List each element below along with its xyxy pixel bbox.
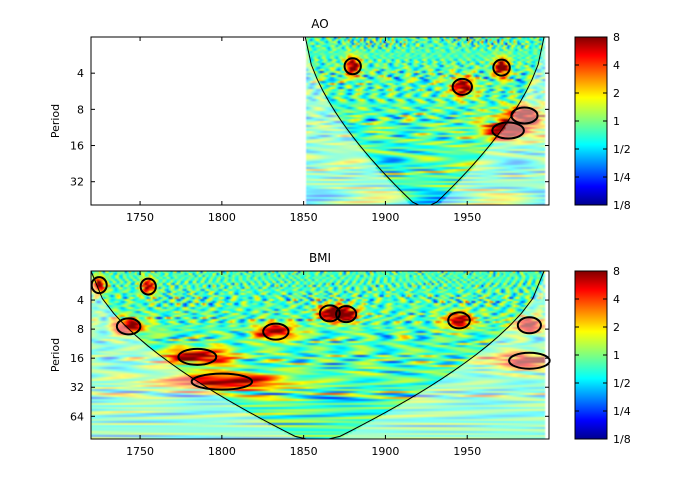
x-tick-label: 1900 bbox=[371, 445, 399, 458]
y-tick-label: 32 bbox=[70, 381, 84, 394]
chart-title: AO bbox=[311, 17, 328, 31]
significance-contour bbox=[516, 316, 542, 335]
y-axis-label: Period bbox=[49, 104, 62, 138]
x-tick-label: 1950 bbox=[453, 445, 481, 458]
significance-contour bbox=[90, 276, 108, 295]
bmi-panel: 1750 1800 1850 1900 1950 4 8 16 32 64 Period BMI 8 4 2… bbox=[49, 251, 631, 458]
colorbar-label: 4 bbox=[613, 293, 620, 306]
colorbar-label: 1 bbox=[613, 115, 620, 128]
colorbar-label: 8 bbox=[613, 265, 620, 278]
y-tick-label: 16 bbox=[70, 352, 84, 365]
significance-contour bbox=[343, 57, 362, 76]
y-tick-label: 4 bbox=[77, 294, 84, 307]
significance-contour bbox=[115, 317, 142, 336]
y-tick-label: 32 bbox=[70, 176, 84, 189]
colorbar-label: 1/2 bbox=[613, 377, 631, 390]
significance-contour bbox=[447, 311, 471, 330]
significance-contour bbox=[190, 372, 254, 391]
chart-title: BMI bbox=[309, 251, 331, 265]
significance-contour bbox=[508, 351, 551, 370]
x-tick-label: 1750 bbox=[126, 211, 154, 224]
x-tick-label: 1800 bbox=[208, 211, 236, 224]
colorbar-label: 1/2 bbox=[613, 143, 631, 156]
colorbar-label: 1/8 bbox=[613, 433, 631, 446]
x-tick-label: 1750 bbox=[126, 445, 154, 458]
colorbar-label: 2 bbox=[613, 321, 620, 334]
y-tick-label: 4 bbox=[77, 67, 84, 80]
y-axis-label: Period bbox=[49, 338, 62, 372]
y-tick-label: 16 bbox=[70, 140, 84, 153]
significance-contour bbox=[491, 121, 525, 140]
plot-frame bbox=[90, 270, 550, 440]
ao-panel: 1750 1800 1850 1900 1950 4 8 16 32 Period AO 8 4 2 1 1/… bbox=[49, 17, 631, 224]
x-tick-label: 1950 bbox=[453, 211, 481, 224]
x-tick-label: 1850 bbox=[290, 211, 318, 224]
colorbar-label: 8 bbox=[613, 31, 620, 44]
colorbar-label: 1 bbox=[613, 349, 620, 362]
colorbar bbox=[574, 36, 608, 206]
significance-contour bbox=[318, 304, 341, 323]
significance-contour bbox=[177, 347, 218, 366]
significance-contour bbox=[492, 58, 511, 77]
significance-contour bbox=[262, 322, 290, 341]
wavelet-power-heatmap bbox=[91, 37, 549, 205]
colorbar-label: 2 bbox=[613, 87, 620, 100]
colorbar-label: 4 bbox=[613, 59, 620, 72]
plot-frame bbox=[90, 36, 550, 206]
colorbar bbox=[574, 270, 608, 440]
x-tick-label: 1800 bbox=[208, 445, 236, 458]
significance-contour bbox=[451, 77, 473, 96]
colorbar-label: 1/4 bbox=[613, 405, 631, 418]
x-tick-label: 1900 bbox=[371, 211, 399, 224]
wavelet-power-heatmap bbox=[91, 271, 549, 439]
colorbar-label: 1/4 bbox=[613, 171, 631, 184]
y-tick-label: 64 bbox=[70, 410, 84, 423]
y-tick-label: 8 bbox=[77, 103, 84, 116]
x-tick-label: 1850 bbox=[290, 445, 318, 458]
colorbar-label: 1/8 bbox=[613, 199, 631, 212]
significance-contour bbox=[139, 277, 157, 296]
significance-contour bbox=[335, 305, 358, 324]
y-tick-label: 8 bbox=[77, 323, 84, 336]
